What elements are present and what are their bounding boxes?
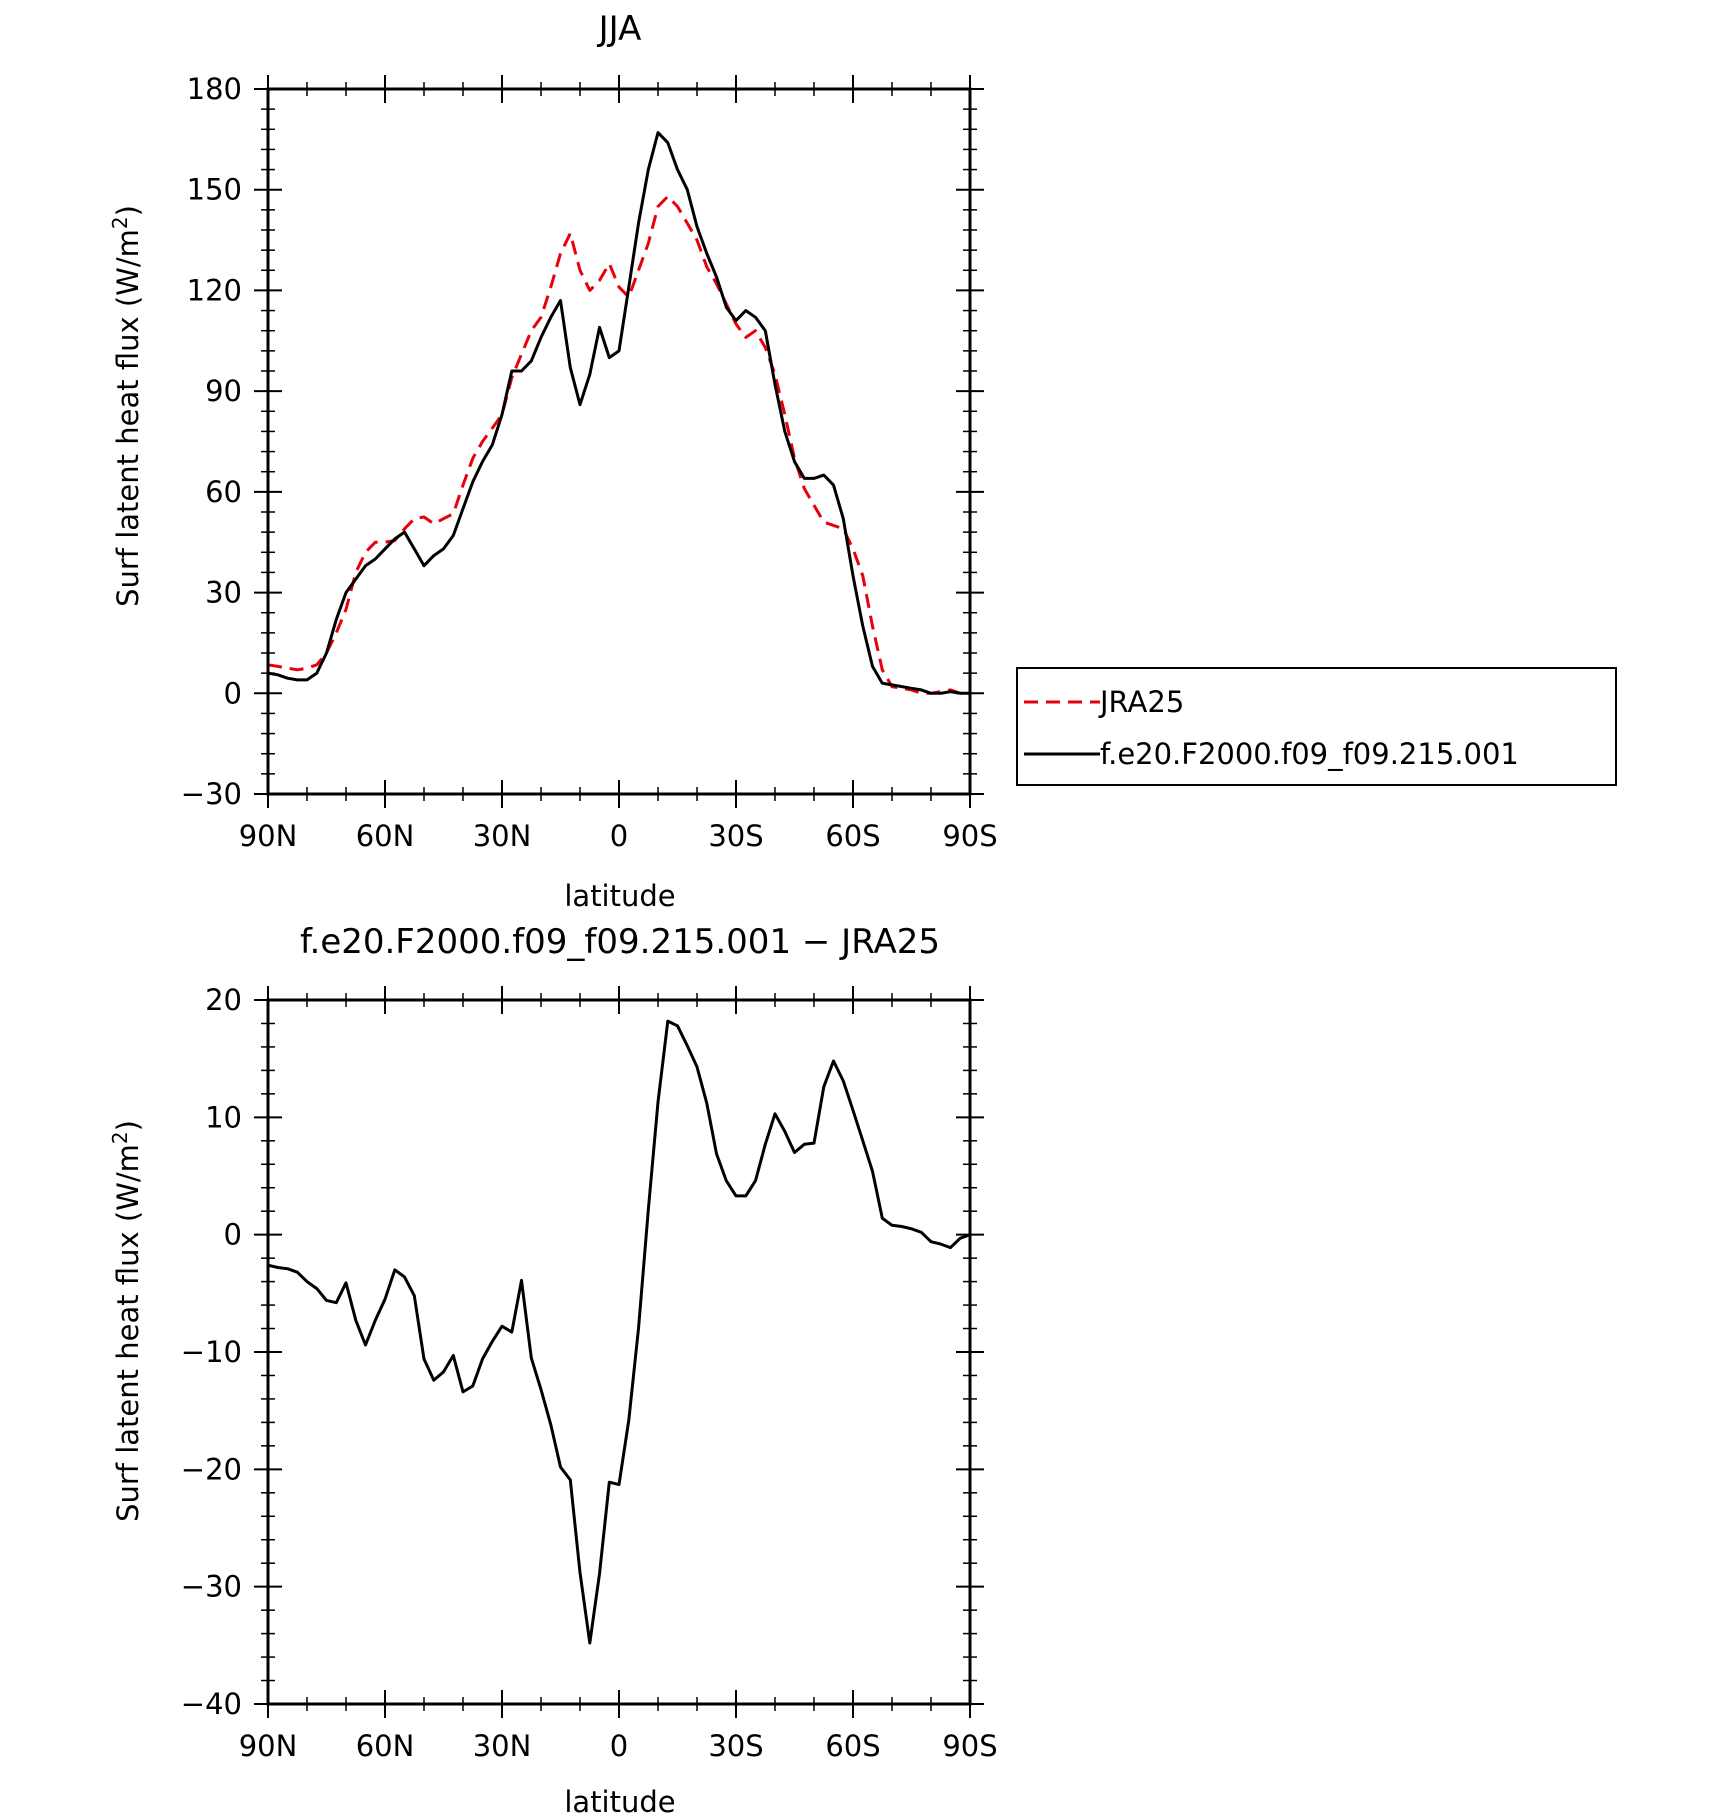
bottom-y-axis-label: Surf latent heat flux (W/m2) bbox=[108, 1120, 145, 1522]
legend-label-jra25: JRA25 bbox=[1098, 685, 1184, 719]
top-ytick-label: 0 bbox=[224, 676, 242, 710]
bottom-xtick-label: 0 bbox=[610, 1729, 628, 1763]
bottom-panel-title: f.e20.F2000.f09_f09.215.001 − JRA25 bbox=[300, 922, 940, 962]
top-plot-frame bbox=[266, 87, 972, 796]
bottom-series-lines bbox=[267, 1019, 971, 1645]
svg-text:Surf latent heat flux (W/m2): Surf latent heat flux (W/m2) bbox=[108, 205, 145, 607]
bottom-ytick-label: 20 bbox=[205, 983, 242, 1017]
top-xtick-label: 60S bbox=[825, 819, 880, 853]
top-y-axis-label: Surf latent heat flux (W/m2) bbox=[108, 205, 145, 607]
top-series-line-model bbox=[267, 131, 970, 695]
bottom-xtick-label: 90N bbox=[239, 1729, 298, 1763]
bottom-plot-frame bbox=[266, 998, 972, 1706]
legend-box bbox=[1016, 667, 1617, 786]
top-ytick-label: 60 bbox=[205, 475, 242, 509]
top-xtick-label: 30S bbox=[708, 819, 763, 853]
bottom-ytick-label: 0 bbox=[224, 1218, 242, 1252]
top-ytick-label: 120 bbox=[187, 273, 242, 307]
top-xtick-label: 90S bbox=[942, 819, 997, 853]
bottom-ticks: −40 −30 −20 −10 0 10 20 90N 60N 30N 0 30S 60S 90S bbox=[181, 983, 998, 1763]
bottom-y-axis-label-main: Surf latent heat flux (W/m bbox=[111, 1144, 145, 1522]
bottom-ytick-label: −20 bbox=[181, 1452, 242, 1486]
top-series-lines bbox=[267, 131, 970, 695]
top-ytick-label: 150 bbox=[187, 173, 242, 207]
bottom-series-line-difference bbox=[267, 1019, 971, 1645]
bottom-panel: f.e20.F2000.f09_f09.215.001 − JRA25 Surf… bbox=[108, 922, 998, 1816]
bottom-ytick-label: −30 bbox=[181, 1570, 242, 1604]
top-panel: JJA Surf latent heat flux (W/m2) latitud… bbox=[108, 9, 998, 913]
top-ticks: −30 0 30 60 90 120 150 180 90N 60N 30N 0 30S 60S 90S bbox=[181, 72, 998, 853]
bottom-x-axis-label: latitude bbox=[564, 1785, 675, 1816]
bottom-ytick-label: −40 bbox=[181, 1687, 242, 1721]
bottom-y-axis-label-superscript: 2 bbox=[108, 1131, 132, 1144]
bottom-xtick-label: 30S bbox=[708, 1729, 763, 1763]
bottom-xtick-label: 60N bbox=[356, 1729, 415, 1763]
top-ytick-label: 30 bbox=[205, 576, 242, 610]
bottom-y-axis-label-close: ) bbox=[111, 1120, 145, 1131]
top-series-line-jra25 bbox=[267, 194, 970, 695]
top-xtick-label: 90N bbox=[239, 819, 298, 853]
bottom-xtick-label: 30N bbox=[473, 1729, 532, 1763]
bottom-ytick-label: −10 bbox=[181, 1335, 242, 1369]
bottom-ytick-label: 10 bbox=[205, 1100, 242, 1134]
top-ytick-label: −30 bbox=[181, 777, 242, 811]
top-xtick-label: 0 bbox=[610, 819, 628, 853]
top-ytick-label: 90 bbox=[205, 374, 242, 408]
legend-label-model: f.e20.F2000.f09_f09.215.001 bbox=[1100, 737, 1519, 771]
top-xtick-label: 30N bbox=[473, 819, 532, 853]
top-xtick-label: 60N bbox=[356, 819, 415, 853]
bottom-xtick-label: 60S bbox=[825, 1729, 880, 1763]
top-y-axis-label-superscript: 2 bbox=[108, 216, 132, 229]
bottom-xtick-label: 90S bbox=[942, 1729, 997, 1763]
top-y-axis-label-close: ) bbox=[111, 205, 145, 216]
top-y-axis-label-main: Surf latent heat flux (W/m bbox=[111, 229, 145, 607]
top-panel-title: JJA bbox=[597, 9, 642, 49]
top-x-axis-label: latitude bbox=[564, 879, 675, 913]
legend: JRA25 f.e20.F2000.f09_f09.215.001 bbox=[1016, 667, 1617, 786]
top-ytick-label: 180 bbox=[187, 72, 242, 106]
svg-text:Surf latent heat flux (W/m2): Surf latent heat flux (W/m2) bbox=[108, 1120, 145, 1522]
